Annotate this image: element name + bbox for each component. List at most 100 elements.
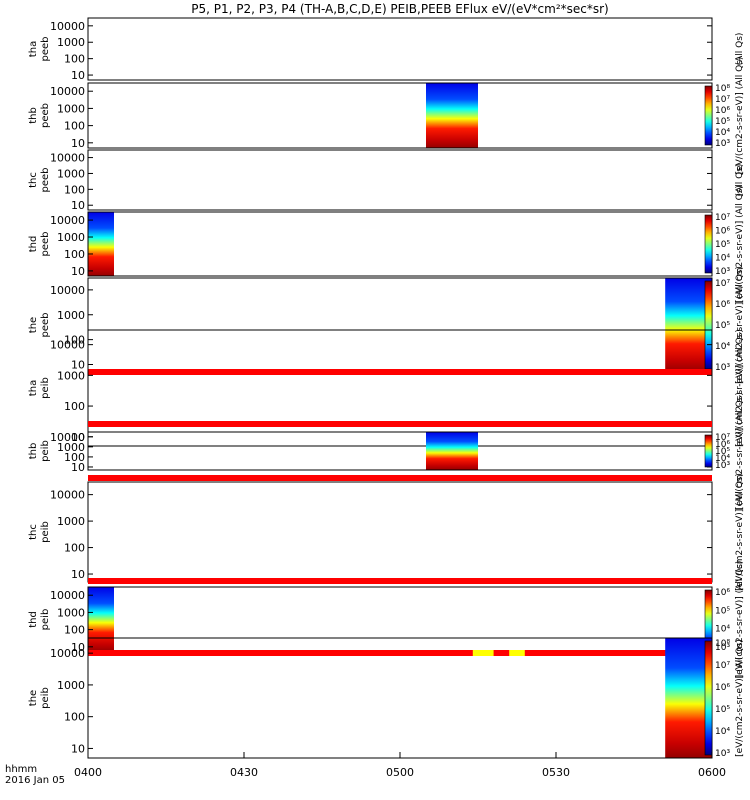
colorbar-label: [eV/(cm2-s-sr-eV)] (All Qs) — [735, 561, 745, 679]
colorbar — [704, 640, 713, 756]
y-axis-label: peeb — [40, 37, 51, 62]
colorbar-tick-label: 10⁸ — [715, 84, 730, 94]
colorbar-tick-label: 10⁶ — [715, 227, 730, 237]
spectrogram-block — [88, 212, 114, 276]
flag-bar — [88, 421, 712, 427]
y-tick-label: 10000 — [50, 489, 85, 502]
y-tick-label: 100 — [64, 624, 85, 637]
y-tick-label: 10000 — [50, 431, 85, 444]
colorbar-tick-label: 10³ — [715, 363, 730, 373]
x-axis-label-date: 2016 Jan 05 — [5, 775, 65, 786]
panel-frame — [87, 277, 713, 373]
colorbar-tick-label: 10³ — [715, 643, 730, 653]
panel-tha-peeb: 10 100 1000 10000 tha peeb (All Qs) — [28, 17, 745, 82]
colorbar-tick-label: 10⁶ — [715, 300, 730, 310]
y-axis-label: thc — [28, 524, 39, 540]
y-axis-label: tha — [28, 380, 39, 396]
spectrogram-block — [88, 587, 114, 652]
y-tick-label: 100 — [64, 183, 85, 196]
flag-bar — [88, 475, 712, 481]
panel-thc-peeb: 10 100 1000 10000 thc peeb (All Qs) — [28, 149, 745, 212]
y-tick-label: 1000 — [57, 309, 85, 322]
y-tick-label: 10000 — [50, 284, 85, 297]
y-tick-label: 1000 — [57, 441, 85, 454]
spectrogram-block — [426, 432, 478, 470]
y-tick-label: 1000 — [57, 606, 85, 619]
y-axis-label: peeb — [40, 103, 51, 128]
panel-frame — [87, 329, 713, 447]
y-tick-label: 100 — [64, 248, 85, 261]
colorbar-tick-label: 10⁷ — [715, 433, 730, 443]
panel-thc-peib: 10 100 1000 10000 thc peib [eV/(cm2-s-sr-eV)] … — [28, 473, 745, 591]
y-tick-label: 10 — [71, 568, 85, 581]
colorbar-label: (All Qs) — [735, 164, 745, 197]
y-axis-label: peib — [40, 440, 51, 462]
colorbar-tick-label: 10⁷ — [715, 213, 730, 223]
y-axis-label: thc — [28, 172, 39, 188]
colorbar-tick-label: 10⁴ — [715, 254, 730, 264]
flag-highlight — [509, 650, 525, 656]
y-tick-label: 10 — [71, 641, 85, 654]
y-tick-label: 10000 — [50, 214, 85, 227]
y-tick-label: 100 — [64, 400, 85, 413]
colorbar-tick-label: 10⁵ — [715, 606, 730, 616]
y-tick-label: 10 — [71, 199, 85, 212]
x-tick-label: 0400 — [74, 766, 102, 779]
x-axis-label-hhmm: hhmm — [5, 764, 37, 775]
y-tick-label: 10000 — [50, 20, 85, 33]
spectrogram-block — [426, 83, 478, 148]
colorbar-tick-label: 10⁵ — [715, 117, 730, 127]
colorbar-tick-label: 10⁴ — [715, 625, 730, 635]
colorbar-label: (All Qs) — [735, 33, 745, 66]
colorbar-tick-label: 10⁴ — [715, 128, 730, 138]
colorbar-tick-label: 10⁴ — [715, 342, 730, 352]
colorbar-label: [eV/(cm2-s-sr-eV)] (All Qs) — [735, 639, 745, 757]
y-axis-label: thd — [28, 236, 39, 253]
colorbar-tick-label: 10⁵ — [715, 705, 730, 715]
y-tick-label: 10 — [71, 431, 85, 444]
panel-tha-peib: 10 100 1000 10000 tha peib [eV/(cm2-s-sr-eV)] … — [28, 329, 745, 447]
panel-frame — [87, 586, 713, 653]
y-axis-label: peeb — [40, 313, 51, 338]
y-axis-label: peib — [40, 377, 51, 399]
y-tick-label: 100 — [64, 53, 85, 66]
colorbar-tick-label: 10⁵ — [715, 447, 730, 457]
y-tick-label: 10000 — [50, 152, 85, 165]
colorbar-tick-label: 10⁵ — [715, 240, 730, 250]
colorbar-tick-label: 10⁸ — [715, 639, 730, 649]
chart-title: P5, P1, P2, P3, P4 (TH-A,B,C,D,E) PEIB,P… — [191, 2, 608, 16]
y-axis-label: thd — [28, 611, 39, 628]
colorbar-label: [eV/(cm2-s-sr-eV)] (All Qs) — [735, 57, 745, 175]
colorbar — [704, 85, 713, 146]
colorbar-label: [eV/(cm2-s-sr-eV)] (All Qs) — [735, 266, 745, 384]
y-tick-label: 1000 — [57, 102, 85, 115]
y-tick-label: 10 — [71, 742, 85, 755]
panel-frame — [87, 211, 713, 277]
panel-thd-peib: 10 100 1000 10000 thd peib 10³ 10⁴ 10⁵ 10⁶ [eV/(cm… — [28, 561, 745, 679]
y-tick-label: 10 — [71, 359, 85, 372]
x-tick-label: 0430 — [230, 766, 258, 779]
y-tick-label: 100 — [64, 711, 85, 724]
x-axis: hhmm 2016 Jan 05 0400 0430 0500 0530 0600 — [5, 752, 726, 786]
colorbar-tick-label: 10⁶ — [715, 588, 730, 598]
colorbar — [704, 434, 713, 468]
colorbar-label: [eV/(cm2-s-sr-eV)] (All Qs) — [735, 392, 745, 510]
flag-bar — [88, 650, 712, 656]
y-axis-label: the — [28, 317, 39, 333]
panel-frame — [87, 481, 713, 583]
colorbar-tick-label: 10⁶ — [715, 683, 730, 693]
y-axis-label: tha — [28, 41, 39, 57]
y-axis-label: peeb — [40, 168, 51, 193]
y-tick-label: 1000 — [57, 679, 85, 692]
y-tick-label: 100 — [64, 334, 85, 347]
y-tick-label: 1000 — [57, 369, 85, 382]
y-tick-label: 10000 — [50, 339, 85, 352]
y-tick-label: 100 — [64, 451, 85, 464]
panel-frame — [87, 431, 713, 471]
panel-the-peib: 10 100 1000 10000 the peib 10³ 10⁴ 10⁵ 10⁶ 10⁷ 10⁸ [… — [28, 637, 745, 759]
colorbar — [704, 280, 713, 370]
colorbar-tick-label: 10⁴ — [715, 454, 730, 464]
